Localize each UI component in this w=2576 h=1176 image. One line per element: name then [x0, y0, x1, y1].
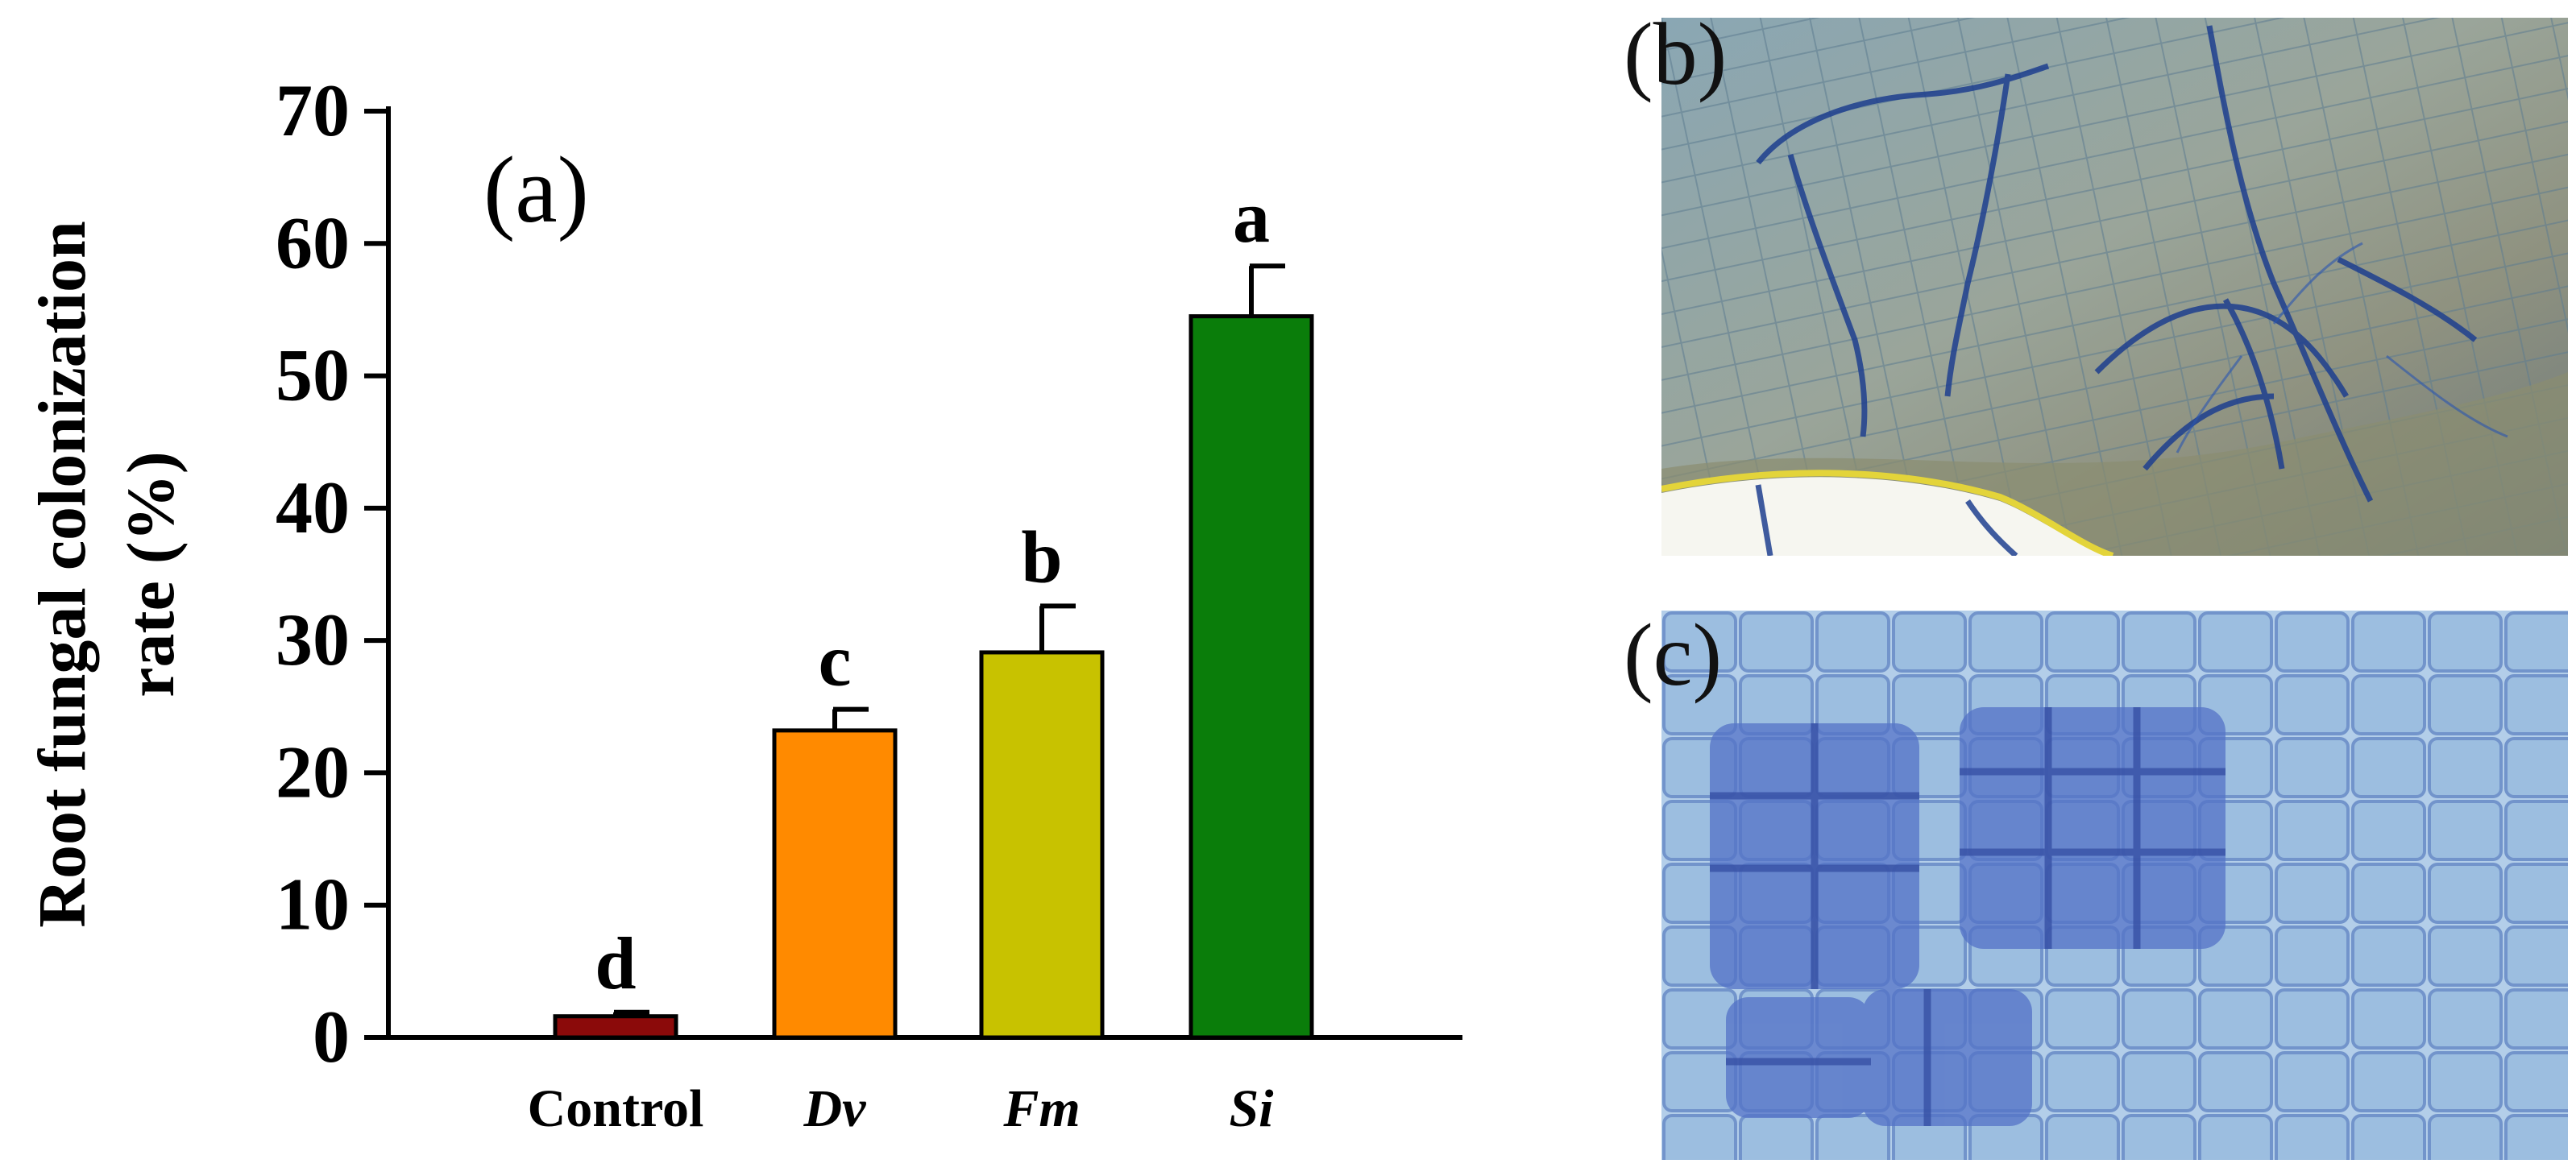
bar-control — [553, 1014, 678, 1040]
bar-si — [1188, 314, 1314, 1040]
panel-label-c: (c) — [1624, 606, 1723, 704]
bar-dv — [772, 728, 898, 1040]
y-tick-label: 40 — [276, 466, 350, 549]
chart-labels: 0 10 20 30 40 50 60 70 Root fungal colonization r… — [25, 69, 1274, 1138]
significance-letter: a — [1233, 176, 1270, 258]
chart-bars — [553, 263, 1314, 1040]
significance-letter: d — [595, 922, 636, 1004]
y-tick-label: 30 — [276, 598, 350, 681]
x-tick-label: Si — [1229, 1079, 1274, 1138]
panel-label-a: (a) — [483, 137, 589, 242]
y-tick-label: 0 — [313, 996, 350, 1078]
y-axis-label-line2: rate (%) — [114, 451, 189, 697]
bar-chart: 0 10 20 30 40 50 60 70 Root fungal colonization r… — [25, 69, 1462, 1138]
x-tick-label: Dv — [803, 1079, 867, 1138]
y-tick-label: 10 — [276, 863, 350, 946]
bar-fm — [979, 650, 1105, 1040]
y-tick-label: 20 — [276, 731, 350, 813]
y-axis-label-line1: Root fungal colonization — [25, 221, 100, 927]
micrograph-b-image — [1661, 18, 2568, 556]
significance-letter: c — [819, 619, 852, 702]
significance-letter: b — [1021, 516, 1062, 598]
y-tick-label: 70 — [276, 69, 350, 151]
x-tick-label: Control — [528, 1079, 704, 1138]
panel-label-b: (b) — [1624, 5, 1728, 103]
y-tick-label: 50 — [276, 334, 350, 416]
x-tick-label: Fm — [1002, 1079, 1080, 1138]
micrograph-c — [1661, 611, 2568, 1160]
micrograph-c-image — [1661, 611, 2568, 1160]
micrograph-b — [1661, 18, 2568, 556]
y-tick-label: 60 — [276, 201, 350, 284]
